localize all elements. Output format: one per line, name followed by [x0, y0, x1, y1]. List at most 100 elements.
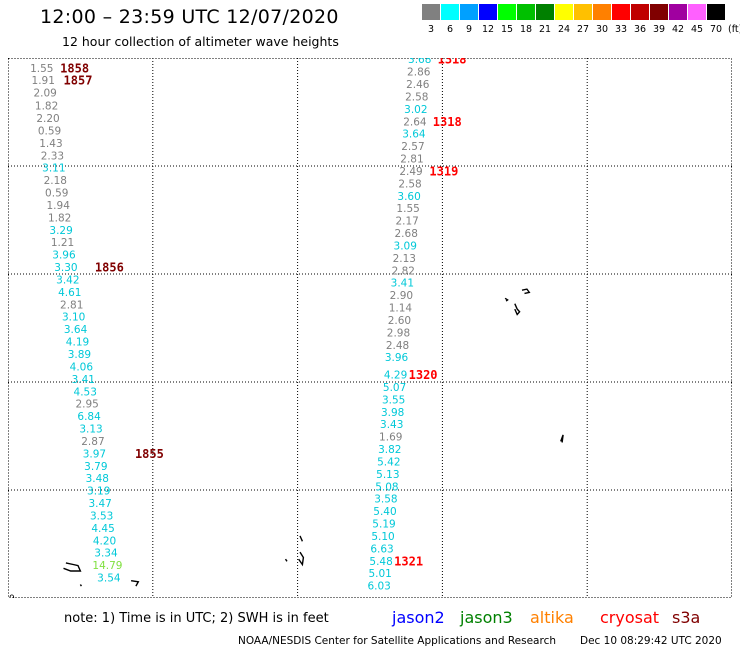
- legend-value-label: 24: [558, 24, 571, 35]
- axis-labels: 0-2-4-6-8-10454851545760: [8, 162, 15, 598]
- satellite-legend-jason3: jason3: [460, 608, 513, 627]
- wave-height-value: 5.01: [368, 568, 391, 580]
- wave-height-value: 2.98: [387, 327, 410, 339]
- wave-height-value: 3.96: [385, 352, 409, 364]
- wave-height-value: 4.20: [93, 535, 116, 547]
- wave-height-value: 3.48: [86, 473, 109, 485]
- wave-height-value: 2.68: [395, 228, 418, 240]
- wave-height-value: 3.29: [49, 225, 72, 237]
- chart-subtitle: 12 hour collection of altimeter wave hei…: [62, 34, 339, 49]
- legend-swatch: [574, 4, 593, 20]
- pass-time-label: 1858: [60, 61, 89, 75]
- aldabra-atoll: [63, 562, 82, 572]
- altimeter-tracks: 1.551.912.091.822.200.591.432.333.112.18…: [30, 58, 466, 593]
- wave-height-value: 3.55: [382, 394, 405, 406]
- wave-height-value: 1.43: [39, 138, 62, 150]
- legend-swatch: [555, 4, 574, 20]
- wave-height-value: 3.34: [94, 548, 118, 560]
- wave-height-map: 0-2-4-6-8-10454851545760 1.551.912.091.8…: [8, 58, 732, 598]
- legend-value-label: 42: [672, 24, 685, 35]
- wave-height-value: 4.29: [384, 370, 407, 382]
- wave-height-value: 3.68: [408, 58, 431, 66]
- satellite-legend-altika: altika: [530, 608, 574, 627]
- legend-value-label: 36: [634, 24, 647, 35]
- wave-height-value: 2.60: [388, 315, 411, 327]
- latitude-label: -10: [8, 594, 15, 598]
- lat-lon-grid: [8, 58, 732, 598]
- wave-height-value: 2.58: [398, 178, 421, 190]
- legend-swatch: [479, 4, 498, 20]
- pass-time-label: 1319: [429, 164, 458, 178]
- wave-height-value: 3.41: [391, 278, 414, 290]
- wave-height-value: 3.43: [380, 419, 403, 431]
- wave-height-value: 3.98: [381, 407, 404, 419]
- wave-height-value: 0.59: [45, 188, 68, 200]
- satellite-legend-cryosat: cryosat: [600, 608, 660, 627]
- wave-height-value: 4.45: [91, 523, 114, 535]
- wave-height-value: 6.63: [370, 543, 393, 555]
- legend-value-label: 9: [466, 24, 473, 35]
- wave-height-value: 3.13: [79, 424, 102, 436]
- wave-height-value: 6.03: [367, 581, 390, 593]
- legend-value-label: 39: [653, 24, 666, 35]
- legend-swatch: [707, 4, 726, 20]
- wave-height-value: 5.40: [373, 506, 396, 518]
- wave-height-value: 2.58: [405, 91, 428, 103]
- legend-value-label: 18: [520, 24, 533, 35]
- wave-height-value: 2.18: [44, 175, 67, 187]
- legend-swatch: [460, 4, 479, 20]
- wave-height-value: 2.46: [406, 79, 430, 91]
- wave-height-value: 2.49: [399, 166, 422, 178]
- wave-height-value: 3.10: [62, 312, 85, 324]
- wave-height-value: 2.33: [41, 150, 64, 162]
- legend-value-label: 70: [710, 24, 723, 35]
- footer-note: note: 1) Time is in UTC; 2) SWH is in fe…: [64, 611, 329, 626]
- wave-height-value: 3.64: [64, 324, 88, 336]
- legend-value-label: 12: [482, 24, 495, 35]
- wave-height-value: 2.82: [392, 265, 415, 277]
- legend-value-label: 45: [691, 24, 704, 35]
- legend-value-label: 3: [428, 24, 435, 35]
- wave-height-value: 5.08: [375, 481, 398, 493]
- map-frame: [8, 58, 732, 598]
- amirante-island: [560, 434, 564, 443]
- providence-atoll: [299, 535, 304, 542]
- wave-height-value: 3.19: [87, 486, 110, 498]
- pass-time-label: 1857: [64, 74, 93, 88]
- legend-swatch: [650, 4, 669, 20]
- legend-value-label: 6: [447, 24, 454, 35]
- wave-height-value: 1.91: [32, 75, 55, 87]
- wave-height-value: 2.95: [75, 399, 98, 411]
- wave-height-value: 0.59: [38, 125, 61, 137]
- wave-height-value: 6.84: [77, 411, 101, 423]
- wave-height-value: 2.81: [400, 154, 423, 166]
- wave-height-value: 3.30: [54, 262, 77, 274]
- legend-unit-label: (ft): [728, 24, 740, 35]
- latitude-label: -4: [8, 270, 9, 280]
- pass-time-label: 1856: [95, 261, 124, 275]
- wave-height-value: 2.09: [33, 88, 56, 100]
- wave-height-value: 2.13: [393, 253, 416, 265]
- wave-height-value: 2.86: [407, 67, 431, 79]
- wave-height-value: 4.19: [66, 337, 89, 349]
- wave-height-value: 3.53: [90, 510, 113, 522]
- satellite-legend-jason2: jason2: [392, 608, 445, 627]
- satellite-legend-s3a: s3a: [672, 608, 701, 627]
- legend-swatch: [593, 4, 612, 20]
- wave-height-value: 5.13: [376, 469, 399, 481]
- wave-height-value: 3.97: [83, 448, 106, 460]
- wave-height-value: 5.07: [383, 382, 406, 394]
- wave-height-value: 3.79: [84, 461, 107, 473]
- fregate-island: [504, 297, 509, 302]
- legend-swatch: [669, 4, 688, 20]
- pass-time-label: 1318: [433, 115, 462, 129]
- wave-height-value: 1.14: [389, 303, 413, 315]
- wave-height-value: 1.94: [47, 200, 71, 212]
- legend-value-label: 30: [596, 24, 609, 35]
- latitude-label: -6: [8, 378, 9, 388]
- wave-height-value: 1.55: [30, 63, 53, 75]
- wave-height-value: 1.21: [51, 237, 74, 249]
- pass-time-label: 1320: [409, 368, 438, 382]
- generated-timestamp: Dec 10 08:29:42 UTC 2020: [580, 635, 722, 647]
- wave-height-value: 3.47: [88, 498, 111, 510]
